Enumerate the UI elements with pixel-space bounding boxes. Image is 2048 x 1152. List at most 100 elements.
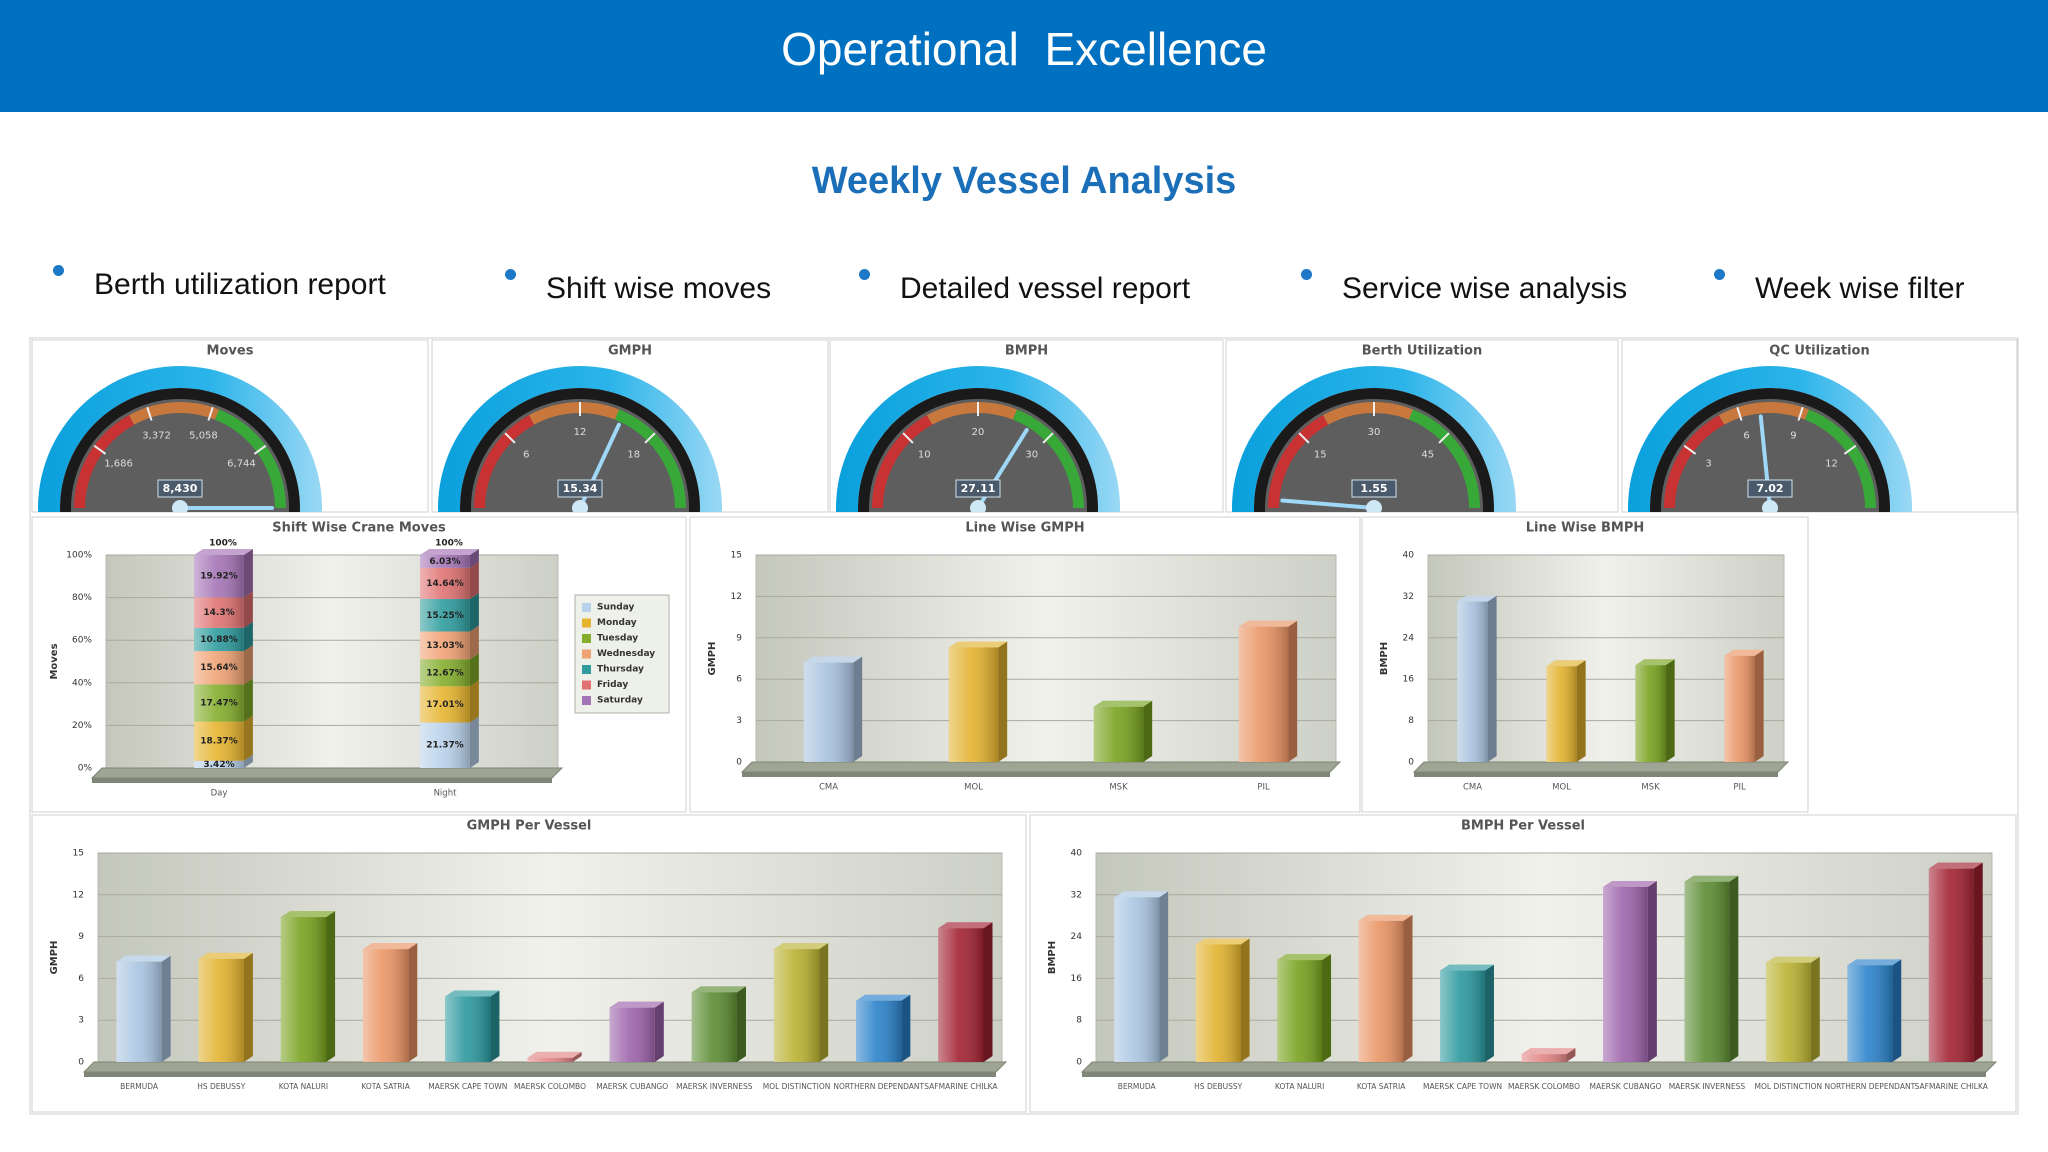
bar-side [243,621,253,652]
bar-side [998,641,1008,762]
data-label: 18.37% [200,737,238,747]
gauge-tick [146,406,153,421]
bar-top-shade [1546,660,1586,667]
bar-gloss [1114,897,1160,1062]
bar-side-shade [243,549,253,598]
x-tick-label: KOTA SATRIA [1357,1082,1406,1091]
gauge-outer-ring [38,366,322,512]
gauge: 10 20 30 27.11 [836,365,1120,512]
gauge-tick [1042,432,1054,444]
bar-side-shade [469,716,479,768]
plot-floor-edge [742,772,1330,777]
chart-panel: Line Wise GMPH 0 3 6 9 12 15 GMPH CMA MOL MSK PIL [689,516,1361,813]
bar-side-shade [654,1001,664,1062]
bar-side [1729,875,1739,1062]
legend-swatch [582,618,591,628]
gauge-needle [1280,498,1376,510]
gauge-tick [1736,406,1743,421]
y-tick-label: 3 [736,716,742,726]
bar-top [948,641,1008,648]
bar-side-shade [243,754,253,768]
y-tick-label: 40% [72,678,92,688]
x-tick-label: MOL DISTINCTION [763,1082,831,1091]
bar-top-shade [773,943,829,950]
bar-top-shade [280,911,336,918]
gauge-tick [1438,432,1450,444]
bar-gloss [1195,944,1241,1062]
y-axis-label: GMPH [707,642,718,676]
bar-gloss [1546,666,1577,762]
bar-side [1322,954,1332,1062]
y-tick-label: 0 [1408,758,1414,768]
x-tick-label: BERMUDA [120,1082,159,1091]
bar-side [469,653,479,687]
bar-top-shade [1928,862,1983,869]
bar-side [243,715,253,761]
gauge-tick-label: 3,372 [142,431,171,442]
bar-side-shade [1729,875,1739,1062]
x-tick-label: SAFMARINE CHILKA [1915,1082,1989,1091]
bar-side [1576,660,1586,762]
gauge-tick-label: 6 [1743,431,1749,442]
bar-side [1810,956,1820,1062]
gauge-band [871,415,933,508]
slide-subtitle: Weekly Vessel Analysis [811,160,1237,202]
bar-side [243,645,253,685]
chart-title: BMPH [1005,344,1048,359]
bar-top [1847,959,1902,966]
legend-swatch [582,665,591,674]
bar-gloss [194,597,244,628]
bar-gloss [445,996,491,1062]
y-axis-label: BMPH [1047,941,1058,974]
bar-top [116,955,171,962]
bar-side [469,680,479,723]
x-tick-label: NORTHERN DEPENDANT [1824,1082,1915,1091]
bar-side [1665,659,1675,762]
gauge-value-box [1351,479,1397,498]
bar-side-shade [469,680,479,723]
bar-side [243,591,253,628]
bar-top [1635,659,1675,666]
bar-side [161,955,171,1062]
bar-top-shade [363,943,418,950]
gauge-hub [172,500,188,512]
bar-top [1114,891,1169,898]
header-bar: Operational Excellence [0,0,2048,112]
bar-side [1487,595,1497,762]
gauge-band [614,409,686,508]
y-tick-label: 0 [78,1058,84,1068]
bar-side [469,716,479,768]
bar-top [803,656,863,663]
gauge-tick [1797,406,1804,421]
bar-gloss [194,651,244,685]
bar-top-shade [1277,954,1332,961]
gauge-tick-label: 30 [1025,449,1038,460]
y-tick-label: 16 [1403,675,1415,685]
bar-side [1973,862,1983,1062]
bar-gloss [194,684,244,722]
bar-side-shade [469,561,479,600]
bar-top-shade [948,641,1008,648]
bar-side-shade [983,922,993,1062]
gauge-outer-ring [1628,365,1912,512]
plot-floor-edge [84,1072,996,1077]
y-tick-label: 8 [1076,1016,1082,1026]
gauge-band [528,402,620,425]
gauge-tick-label: 6 [523,449,529,460]
bar-top-shade [1684,875,1739,882]
bar-top-shade [1114,891,1169,898]
chart-title: BMPH Per Vessel [1461,819,1585,834]
bar-side [1754,649,1764,762]
bar-side-shade [1665,659,1675,762]
bar-gloss [420,555,470,568]
x-tick-label: KOTA NALURI [279,1082,328,1091]
bar-side-shade [1403,914,1413,1062]
plot-floor-edge [1082,1072,1986,1077]
bar-top [1358,914,1413,921]
data-label: 13.03% [426,641,464,651]
x-tick-label: MAERSK INVERNESS [1669,1082,1746,1091]
slide-title: Operational Excellence [781,23,1267,75]
bar-side-shade [1810,956,1820,1062]
y-tick-label: 6 [736,675,742,685]
plot-floor [90,767,564,779]
